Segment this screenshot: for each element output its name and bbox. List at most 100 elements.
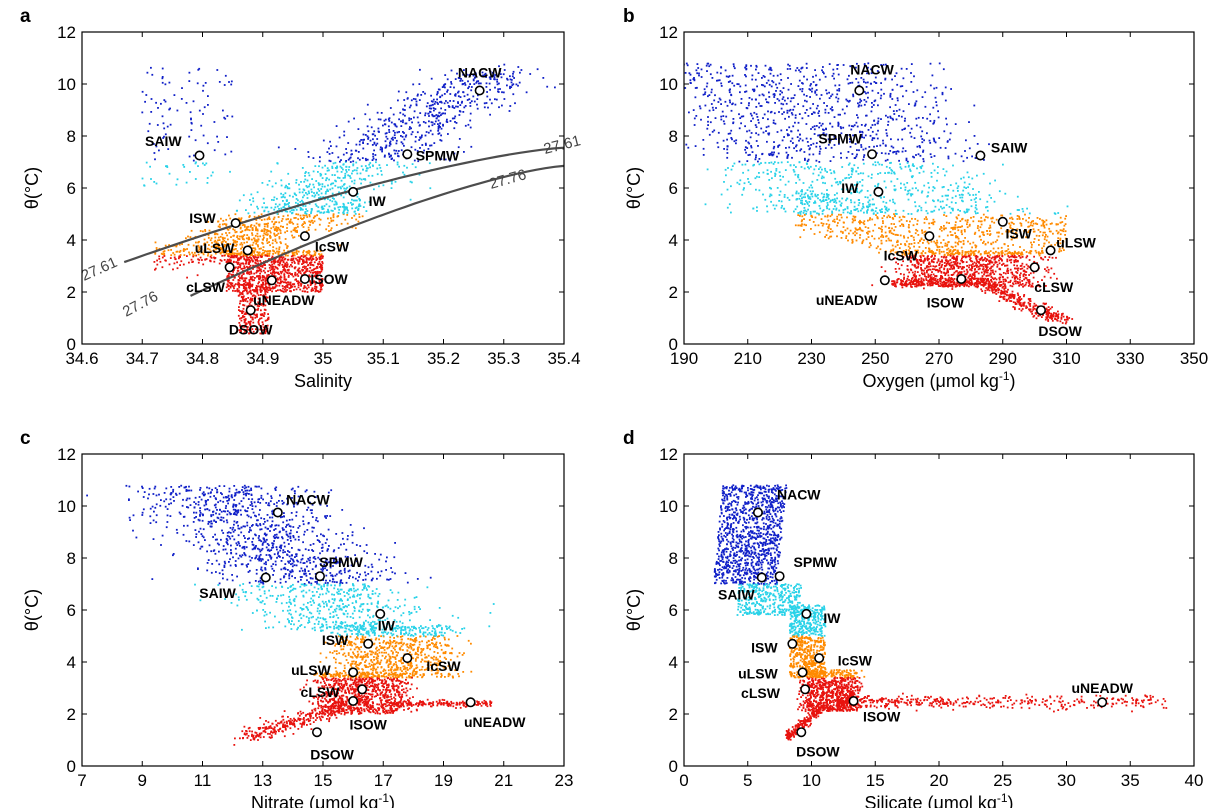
data-point	[474, 76, 477, 79]
data-point	[303, 194, 306, 197]
data-point	[276, 284, 278, 287]
data-point	[237, 237, 240, 240]
data-point	[767, 133, 770, 136]
data-point	[179, 254, 182, 256]
data-point	[244, 259, 247, 261]
data-point	[374, 154, 377, 156]
data-point	[224, 244, 227, 247]
data-point	[321, 166, 324, 169]
data-point	[272, 260, 275, 262]
data-point	[314, 274, 317, 277]
data-point	[317, 171, 319, 173]
data-point	[974, 246, 977, 249]
data-point	[866, 190, 869, 192]
data-point	[733, 67, 736, 70]
data-point	[265, 296, 267, 298]
data-point	[257, 256, 260, 259]
data-point	[428, 104, 431, 107]
data-point	[891, 88, 894, 91]
data-point	[932, 199, 934, 202]
data-point	[745, 151, 747, 154]
data-point	[281, 218, 284, 220]
data-point	[307, 286, 310, 289]
data-point	[302, 214, 305, 217]
data-point	[297, 262, 300, 265]
data-point	[272, 287, 275, 290]
data-point	[920, 206, 923, 209]
data-point	[972, 194, 975, 196]
data-point	[369, 166, 371, 169]
data-point	[419, 147, 421, 149]
data-point	[195, 248, 198, 251]
data-point	[252, 330, 255, 333]
data-point	[904, 186, 907, 189]
data-point	[939, 200, 942, 203]
data-point	[932, 223, 935, 226]
data-point	[457, 101, 459, 103]
data-point	[933, 119, 936, 122]
data-point	[155, 145, 158, 148]
data-point	[745, 68, 748, 70]
data-point	[419, 68, 421, 71]
data-point	[916, 89, 919, 92]
data-point	[146, 71, 149, 74]
data-point	[784, 169, 787, 171]
data-point	[795, 190, 798, 193]
data-point	[269, 269, 272, 272]
data-point	[839, 126, 842, 128]
data-point	[284, 192, 287, 195]
data-point	[253, 290, 255, 293]
data-point	[968, 121, 970, 123]
data-point	[315, 192, 318, 195]
data-point	[273, 261, 276, 264]
data-point	[376, 111, 379, 114]
data-point	[219, 259, 222, 261]
data-point	[309, 183, 311, 186]
data-point	[248, 216, 251, 218]
data-point	[857, 81, 860, 84]
data-point	[283, 286, 286, 288]
data-point	[381, 147, 383, 150]
data-point	[186, 248, 188, 250]
data-point	[230, 254, 233, 257]
data-point	[716, 141, 719, 144]
data-point	[934, 96, 937, 99]
data-point	[247, 212, 250, 215]
data-point	[929, 142, 932, 144]
data-point	[295, 181, 298, 184]
data-point	[260, 317, 263, 320]
data-point	[241, 274, 243, 277]
data-point	[793, 94, 796, 97]
data-point	[301, 290, 304, 293]
data-point	[915, 228, 917, 231]
data-point	[163, 250, 166, 252]
data-point	[233, 240, 236, 243]
data-point	[775, 204, 778, 207]
data-point	[845, 177, 848, 179]
data-point	[859, 190, 862, 193]
data-point	[833, 77, 835, 80]
data-point	[367, 130, 370, 133]
data-point	[424, 121, 427, 124]
data-point	[277, 232, 280, 235]
data-point	[256, 240, 259, 243]
data-point	[892, 151, 894, 154]
data-point	[317, 262, 319, 265]
data-point	[863, 136, 865, 139]
data-point	[831, 106, 833, 109]
data-point	[857, 116, 859, 119]
data-point	[860, 104, 863, 107]
data-point	[255, 271, 258, 274]
data-point	[308, 258, 311, 261]
data-point	[256, 229, 259, 232]
data-point	[303, 180, 306, 183]
data-point	[769, 68, 772, 71]
data-point	[444, 74, 447, 76]
data-point	[1050, 244, 1053, 246]
data-point	[344, 192, 347, 195]
data-point	[830, 184, 833, 187]
data-point	[268, 284, 271, 287]
data-point	[945, 204, 948, 206]
data-point	[840, 237, 843, 239]
data-point	[733, 162, 736, 165]
